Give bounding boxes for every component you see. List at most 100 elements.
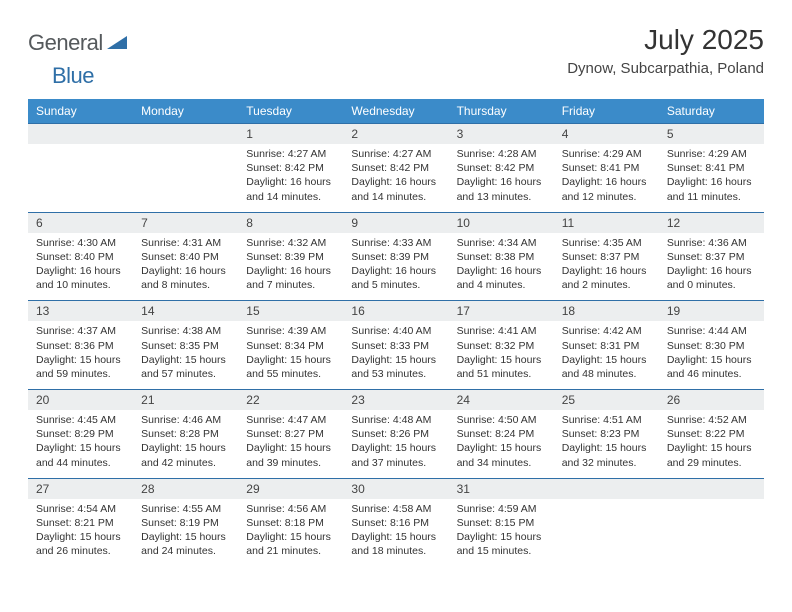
sunset-text: Sunset: 8:31 PM [562,339,651,353]
sunrise-text: Sunrise: 4:36 AM [667,236,756,250]
day-detail-row: Sunrise: 4:45 AMSunset: 8:29 PMDaylight:… [28,410,764,478]
day-number-row: 20212223242526 [28,390,764,410]
day-detail-cell: Sunrise: 4:28 AMSunset: 8:42 PMDaylight:… [449,144,554,212]
sunset-text: Sunset: 8:29 PM [36,427,125,441]
sunset-text: Sunset: 8:21 PM [36,516,125,530]
sunset-text: Sunset: 8:40 PM [141,250,230,264]
day-number: 18 [554,301,659,321]
day-number [554,479,659,499]
daylight-text: Daylight: 15 hours and 53 minutes. [351,353,440,381]
sunrise-text: Sunrise: 4:30 AM [36,236,125,250]
day-number: 10 [449,213,554,233]
day-number: 29 [238,479,343,499]
daylight-text: Daylight: 15 hours and 48 minutes. [562,353,651,381]
sunrise-text: Sunrise: 4:34 AM [457,236,546,250]
daylight-text: Daylight: 15 hours and 46 minutes. [667,353,756,381]
sunset-text: Sunset: 8:18 PM [246,516,335,530]
sunrise-text: Sunrise: 4:28 AM [457,147,546,161]
logo-triangle-icon [107,33,127,54]
sunrise-text: Sunrise: 4:33 AM [351,236,440,250]
daylight-text: Daylight: 15 hours and 44 minutes. [36,441,125,469]
day-detail-cell: Sunrise: 4:45 AMSunset: 8:29 PMDaylight:… [28,410,133,478]
day-number: 28 [133,479,238,499]
day-detail-cell: Sunrise: 4:55 AMSunset: 8:19 PMDaylight:… [133,499,238,567]
sunset-text: Sunset: 8:33 PM [351,339,440,353]
sunset-text: Sunset: 8:41 PM [667,161,756,175]
daylight-text: Daylight: 16 hours and 0 minutes. [667,264,756,292]
daylight-text: Daylight: 16 hours and 8 minutes. [141,264,230,292]
daylight-text: Daylight: 15 hours and 18 minutes. [351,530,440,558]
day-detail-cell: Sunrise: 4:47 AMSunset: 8:27 PMDaylight:… [238,410,343,478]
day-number: 26 [659,390,764,410]
sunrise-text: Sunrise: 4:40 AM [351,324,440,338]
day-detail-cell: Sunrise: 4:48 AMSunset: 8:26 PMDaylight:… [343,410,448,478]
daylight-text: Daylight: 15 hours and 39 minutes. [246,441,335,469]
sunrise-text: Sunrise: 4:50 AM [457,413,546,427]
day-detail-cell: Sunrise: 4:59 AMSunset: 8:15 PMDaylight:… [449,499,554,567]
sunrise-text: Sunrise: 4:46 AM [141,413,230,427]
daylight-text: Daylight: 15 hours and 24 minutes. [141,530,230,558]
day-detail-cell: Sunrise: 4:42 AMSunset: 8:31 PMDaylight:… [554,321,659,389]
daylight-text: Daylight: 15 hours and 55 minutes. [246,353,335,381]
day-number: 22 [238,390,343,410]
day-number [28,124,133,144]
sunset-text: Sunset: 8:22 PM [667,427,756,441]
daylight-text: Daylight: 16 hours and 11 minutes. [667,175,756,203]
sunset-text: Sunset: 8:42 PM [246,161,335,175]
day-detail-cell [133,144,238,212]
day-number-row: 2728293031 [28,479,764,499]
day-detail-cell [659,499,764,567]
day-number: 19 [659,301,764,321]
daylight-text: Daylight: 15 hours and 57 minutes. [141,353,230,381]
daylight-text: Daylight: 15 hours and 51 minutes. [457,353,546,381]
day-detail-cell: Sunrise: 4:29 AMSunset: 8:41 PMDaylight:… [659,144,764,212]
sunset-text: Sunset: 8:16 PM [351,516,440,530]
daylight-text: Daylight: 15 hours and 34 minutes. [457,441,546,469]
day-number: 15 [238,301,343,321]
calendar-table: Sunday Monday Tuesday Wednesday Thursday… [28,99,764,566]
day-number: 14 [133,301,238,321]
daylight-text: Daylight: 16 hours and 5 minutes. [351,264,440,292]
day-number: 5 [659,124,764,144]
day-detail-cell: Sunrise: 4:33 AMSunset: 8:39 PMDaylight:… [343,233,448,301]
sunrise-text: Sunrise: 4:44 AM [667,324,756,338]
day-detail-cell: Sunrise: 4:54 AMSunset: 8:21 PMDaylight:… [28,499,133,567]
day-number: 24 [449,390,554,410]
day-detail-cell [554,499,659,567]
daylight-text: Daylight: 16 hours and 7 minutes. [246,264,335,292]
day-header: Saturday [659,99,764,124]
day-number: 16 [343,301,448,321]
sunrise-text: Sunrise: 4:39 AM [246,324,335,338]
day-detail-cell: Sunrise: 4:35 AMSunset: 8:37 PMDaylight:… [554,233,659,301]
logo-word1: General [28,30,103,56]
day-detail-cell: Sunrise: 4:32 AMSunset: 8:39 PMDaylight:… [238,233,343,301]
daylight-text: Daylight: 15 hours and 26 minutes. [36,530,125,558]
day-header: Sunday [28,99,133,124]
sunrise-text: Sunrise: 4:47 AM [246,413,335,427]
day-detail-row: Sunrise: 4:27 AMSunset: 8:42 PMDaylight:… [28,144,764,212]
day-detail-cell: Sunrise: 4:41 AMSunset: 8:32 PMDaylight:… [449,321,554,389]
sunrise-text: Sunrise: 4:35 AM [562,236,651,250]
day-detail-cell: Sunrise: 4:27 AMSunset: 8:42 PMDaylight:… [238,144,343,212]
sunset-text: Sunset: 8:15 PM [457,516,546,530]
day-header: Friday [554,99,659,124]
daylight-text: Daylight: 15 hours and 15 minutes. [457,530,546,558]
sunset-text: Sunset: 8:36 PM [36,339,125,353]
day-detail-cell: Sunrise: 4:34 AMSunset: 8:38 PMDaylight:… [449,233,554,301]
daylight-text: Daylight: 16 hours and 2 minutes. [562,264,651,292]
day-number: 8 [238,213,343,233]
sunrise-text: Sunrise: 4:38 AM [141,324,230,338]
day-header: Wednesday [343,99,448,124]
day-number: 30 [343,479,448,499]
day-number [659,479,764,499]
day-header: Monday [133,99,238,124]
day-number: 21 [133,390,238,410]
day-number: 13 [28,301,133,321]
day-number [133,124,238,144]
sunrise-text: Sunrise: 4:31 AM [141,236,230,250]
sunrise-text: Sunrise: 4:56 AM [246,502,335,516]
location-text: Dynow, Subcarpathia, Poland [567,60,764,77]
logo: General [28,24,131,56]
day-detail-cell: Sunrise: 4:51 AMSunset: 8:23 PMDaylight:… [554,410,659,478]
day-detail-cell: Sunrise: 4:37 AMSunset: 8:36 PMDaylight:… [28,321,133,389]
